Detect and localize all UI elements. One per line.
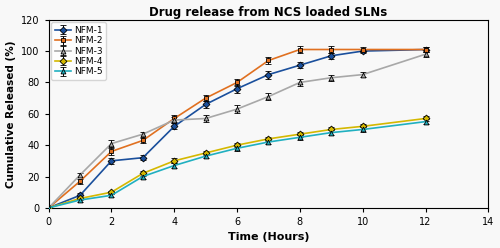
Y-axis label: Cumulative Released (%): Cumulative Released (%) (6, 40, 16, 187)
X-axis label: Time (Hours): Time (Hours) (228, 232, 309, 243)
Title: Drug release from NCS loaded SLNs: Drug release from NCS loaded SLNs (150, 5, 388, 19)
Legend: NFM-1, NFM-2, NFM-3, NFM-4, NFM-5: NFM-1, NFM-2, NFM-3, NFM-4, NFM-5 (52, 22, 106, 80)
